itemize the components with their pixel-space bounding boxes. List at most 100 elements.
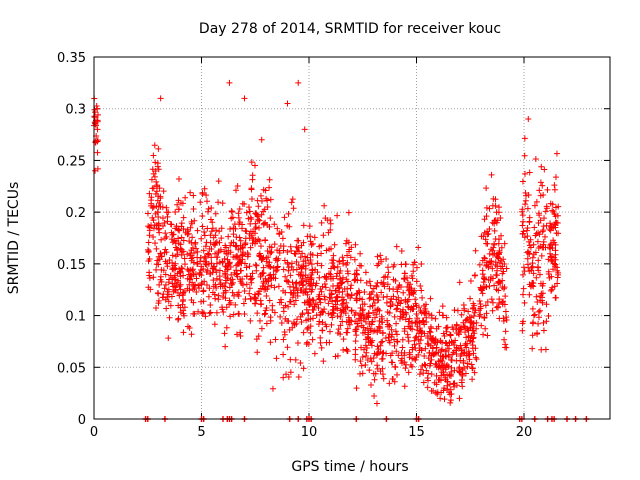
data-point (502, 344, 509, 351)
data-point (200, 287, 207, 294)
data-point (437, 338, 444, 345)
data-point (263, 320, 270, 327)
data-point (228, 281, 235, 288)
data-point (369, 288, 376, 295)
data-point (182, 194, 189, 201)
data-point (486, 205, 493, 212)
data-point (254, 349, 261, 356)
data-point (443, 340, 450, 347)
data-point (189, 286, 196, 293)
data-point (186, 324, 193, 331)
data-point (237, 237, 244, 244)
data-point (535, 257, 542, 264)
data-point (257, 243, 264, 250)
data-point (386, 380, 393, 387)
data-point (526, 242, 533, 249)
data-point (457, 324, 464, 331)
data-point (520, 318, 527, 325)
data-point (292, 297, 299, 304)
data-point (386, 285, 393, 292)
data-point (521, 170, 528, 177)
data-point (200, 309, 207, 316)
data-point (158, 278, 165, 285)
data-point (252, 230, 259, 237)
data-point (317, 334, 324, 341)
data-point (401, 325, 408, 332)
data-point (338, 301, 345, 308)
data-point (503, 317, 510, 324)
data-point (239, 252, 246, 259)
data-point (394, 305, 401, 312)
data-point (497, 214, 504, 221)
data-point (217, 283, 224, 290)
data-point (421, 302, 428, 309)
data-point (406, 315, 413, 322)
data-point (541, 166, 548, 173)
x-tick-label: 10 (301, 425, 318, 440)
data-point (145, 284, 152, 291)
data-point (304, 233, 311, 240)
data-point (305, 324, 312, 331)
data-point (202, 243, 209, 250)
data-point (519, 327, 526, 334)
data-point (338, 309, 345, 316)
data-point (177, 304, 184, 311)
data-point (311, 350, 318, 357)
data-point (254, 197, 261, 204)
data-point (433, 349, 440, 356)
data-point (484, 332, 491, 339)
data-point (549, 201, 556, 208)
data-point (285, 279, 292, 286)
data-point (394, 371, 401, 378)
data-point (539, 294, 546, 301)
data-point (335, 326, 342, 333)
data-point (146, 275, 153, 282)
data-point (231, 292, 238, 299)
data-point (266, 263, 273, 270)
data-point (524, 224, 531, 231)
data-point (187, 266, 194, 273)
data-point (155, 222, 162, 229)
data-point (468, 361, 475, 368)
data-point (409, 355, 416, 362)
data-point (529, 260, 536, 267)
data-point (351, 256, 358, 263)
data-point (325, 310, 332, 317)
data-point (288, 260, 295, 267)
data-point (248, 185, 255, 192)
data-point (194, 227, 201, 234)
data-point (491, 282, 498, 289)
data-point (154, 257, 161, 264)
data-point (367, 338, 374, 345)
data-point (442, 324, 449, 331)
data-point (219, 200, 226, 207)
data-point (187, 224, 194, 231)
data-point (389, 359, 396, 366)
data-point (340, 300, 347, 307)
data-point (294, 237, 301, 244)
data-point (330, 303, 337, 310)
data-point (285, 303, 292, 310)
data-point (268, 282, 275, 289)
data-point (456, 364, 463, 371)
data-point (523, 227, 530, 234)
data-point (233, 242, 240, 249)
data-point (405, 338, 412, 345)
data-point (245, 204, 252, 211)
data-point (221, 248, 228, 255)
data-point (533, 293, 540, 300)
data-point (547, 242, 554, 249)
data-point (367, 355, 374, 362)
data-point (155, 213, 162, 220)
data-point (93, 102, 100, 109)
data-point (169, 259, 176, 266)
data-point (461, 349, 468, 356)
data-point (303, 340, 310, 347)
data-point (263, 304, 270, 311)
data-point (496, 259, 503, 266)
data-point (187, 276, 194, 283)
data-point (545, 268, 552, 275)
data-point (303, 306, 310, 313)
data-point (161, 285, 168, 292)
data-point (344, 278, 351, 285)
